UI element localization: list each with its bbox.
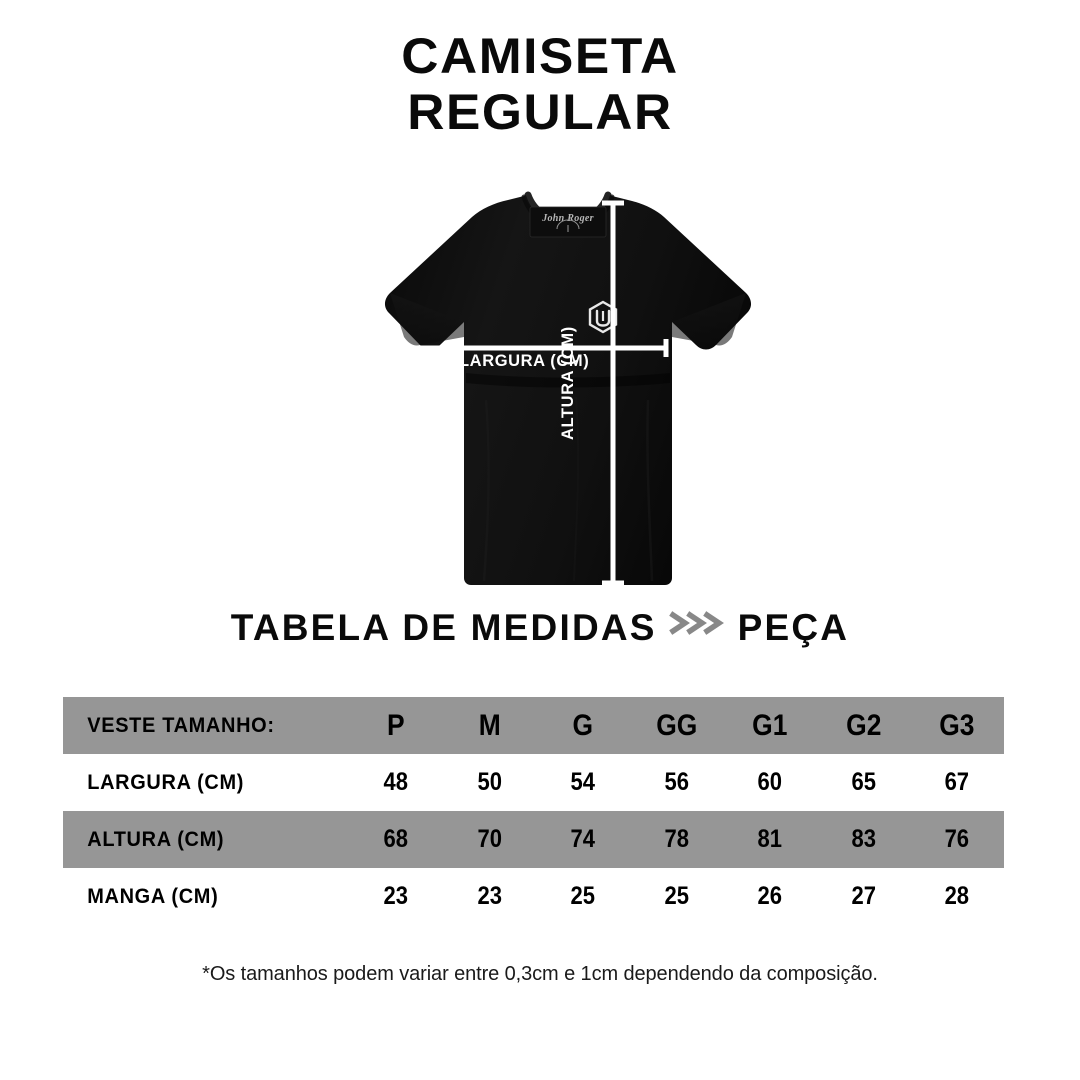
manga-p: 23 xyxy=(383,882,409,910)
altura-g3: 76 xyxy=(944,825,970,853)
width-measure-label: LARGURA (CM) xyxy=(459,352,590,370)
largura-g2: 65 xyxy=(851,768,876,796)
page-title-line-2: REGULAR xyxy=(407,84,673,140)
table-row: LARGURA (CM) 48 50 54 56 60 65 67 xyxy=(63,754,1004,811)
section-title-suffix: PEÇA xyxy=(737,607,850,648)
row-label-largura: LARGURA (CM) xyxy=(87,770,245,794)
tshirt-body-shape xyxy=(384,191,752,585)
largura-p: 48 xyxy=(383,768,409,796)
tshirt-illustration: John Roger LARGURA (CM) ALTURA (CM) xyxy=(276,185,804,595)
chest-logo-icon xyxy=(588,300,618,334)
measurements-section-title: TABELA DE MEDIDAS PEÇA xyxy=(0,607,1080,649)
manga-m: 23 xyxy=(477,882,502,910)
altura-p: 68 xyxy=(383,825,409,853)
size-variation-footnote: *Os tamanhos podem variar entre 0,3cm e … xyxy=(202,963,878,985)
altura-gg: 78 xyxy=(664,825,689,853)
width-measure-line xyxy=(392,339,669,357)
size-header-g1: G1 xyxy=(752,708,788,742)
height-measure-label: ALTURA (CM) xyxy=(559,326,577,440)
row-label-manga: MANGA (CM) xyxy=(87,884,219,908)
table-header-label: VESTE TAMANHO: xyxy=(87,713,275,737)
size-header-g: G xyxy=(572,708,594,742)
size-table-body: VESTE TAMANHO: P M G GG G1 G2 G3 LARGURA… xyxy=(63,697,1004,925)
altura-g: 74 xyxy=(570,825,596,853)
table-header-row: VESTE TAMANHO: P M G GG G1 G2 G3 xyxy=(63,697,1004,754)
size-header-p: P xyxy=(386,708,405,742)
largura-g3: 67 xyxy=(944,768,970,796)
size-measurements-table: VESTE TAMANHO: P M G GG G1 G2 G3 LARGURA… xyxy=(63,697,1004,925)
page-title: CAMISETA REGULAR xyxy=(0,28,1080,140)
row-label-altura: ALTURA (CM) xyxy=(87,827,225,851)
size-header-g2: G2 xyxy=(845,708,882,742)
table-row: ALTURA (CM) 68 70 74 78 81 83 76 xyxy=(63,811,1004,868)
neck-label: John Roger xyxy=(529,206,607,238)
altura-m: 70 xyxy=(477,825,502,853)
altura-g2: 83 xyxy=(851,825,876,853)
size-header-gg: GG xyxy=(655,708,697,742)
triple-chevron-right-icon xyxy=(669,610,725,641)
largura-g: 54 xyxy=(570,768,596,796)
altura-g1: 81 xyxy=(757,825,783,853)
manga-g1: 26 xyxy=(757,882,783,910)
neck-label-text: John Roger xyxy=(541,213,594,224)
largura-gg: 56 xyxy=(664,768,689,796)
table-row: MANGA (CM) 23 23 25 25 26 27 28 xyxy=(63,868,1004,925)
size-header-g3: G3 xyxy=(939,708,975,742)
largura-g1: 60 xyxy=(757,768,783,796)
largura-m: 50 xyxy=(477,768,502,796)
manga-g2: 27 xyxy=(851,882,876,910)
size-header-m: M xyxy=(478,708,501,742)
tshirt-svg: John Roger xyxy=(384,191,752,586)
manga-g: 25 xyxy=(570,882,596,910)
section-title-main: TABELA DE MEDIDAS xyxy=(230,607,657,648)
manga-g3: 28 xyxy=(944,882,970,910)
page-title-line-1: CAMISETA xyxy=(401,28,679,84)
manga-gg: 25 xyxy=(664,882,689,910)
height-measure-line xyxy=(602,200,624,586)
